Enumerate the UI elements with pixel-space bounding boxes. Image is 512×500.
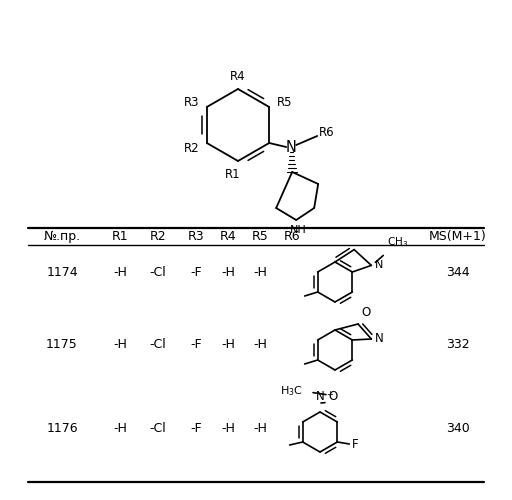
Text: N: N	[286, 140, 296, 156]
Text: N: N	[315, 390, 325, 403]
Text: 1175: 1175	[46, 338, 78, 351]
Text: O: O	[328, 390, 337, 403]
Text: -Cl: -Cl	[150, 422, 166, 434]
Text: -F: -F	[190, 266, 202, 278]
Text: -H: -H	[221, 422, 235, 434]
Text: -F: -F	[190, 338, 202, 351]
Text: MS(M+1): MS(M+1)	[429, 230, 487, 243]
Text: -H: -H	[253, 266, 267, 278]
Text: -H: -H	[253, 422, 267, 434]
Text: -Cl: -Cl	[150, 338, 166, 351]
Text: R3: R3	[188, 230, 204, 243]
Text: R2: R2	[184, 142, 200, 154]
Text: -Cl: -Cl	[150, 266, 166, 278]
Text: R2: R2	[150, 230, 166, 243]
Text: -H: -H	[221, 338, 235, 351]
Text: -H: -H	[113, 266, 127, 278]
Text: 340: 340	[446, 422, 470, 434]
Text: R1: R1	[225, 168, 241, 180]
Text: N: N	[375, 332, 384, 345]
Text: NH: NH	[290, 225, 307, 235]
Text: CH$_3$: CH$_3$	[387, 236, 409, 250]
Text: -H: -H	[253, 338, 267, 351]
Text: R5: R5	[276, 96, 292, 108]
Text: R1: R1	[112, 230, 129, 243]
Text: 344: 344	[446, 266, 470, 278]
Text: +: +	[326, 390, 333, 399]
Text: -H: -H	[113, 422, 127, 434]
Text: №.пр.: №.пр.	[44, 230, 80, 243]
Text: R4: R4	[230, 70, 246, 82]
Text: 1176: 1176	[46, 422, 78, 434]
Text: -H: -H	[113, 338, 127, 351]
Text: R6: R6	[284, 230, 301, 243]
Text: R3: R3	[184, 96, 200, 108]
Text: R4: R4	[220, 230, 237, 243]
Text: O: O	[361, 306, 370, 319]
Text: R5: R5	[251, 230, 268, 243]
Text: -F: -F	[190, 422, 202, 434]
Text: 1174: 1174	[46, 266, 78, 278]
Text: N: N	[375, 260, 383, 270]
Text: 332: 332	[446, 338, 470, 351]
Text: R6: R6	[319, 126, 335, 140]
Text: F: F	[352, 438, 359, 450]
Text: -H: -H	[221, 266, 235, 278]
Text: H$_3$C: H$_3$C	[280, 384, 303, 398]
